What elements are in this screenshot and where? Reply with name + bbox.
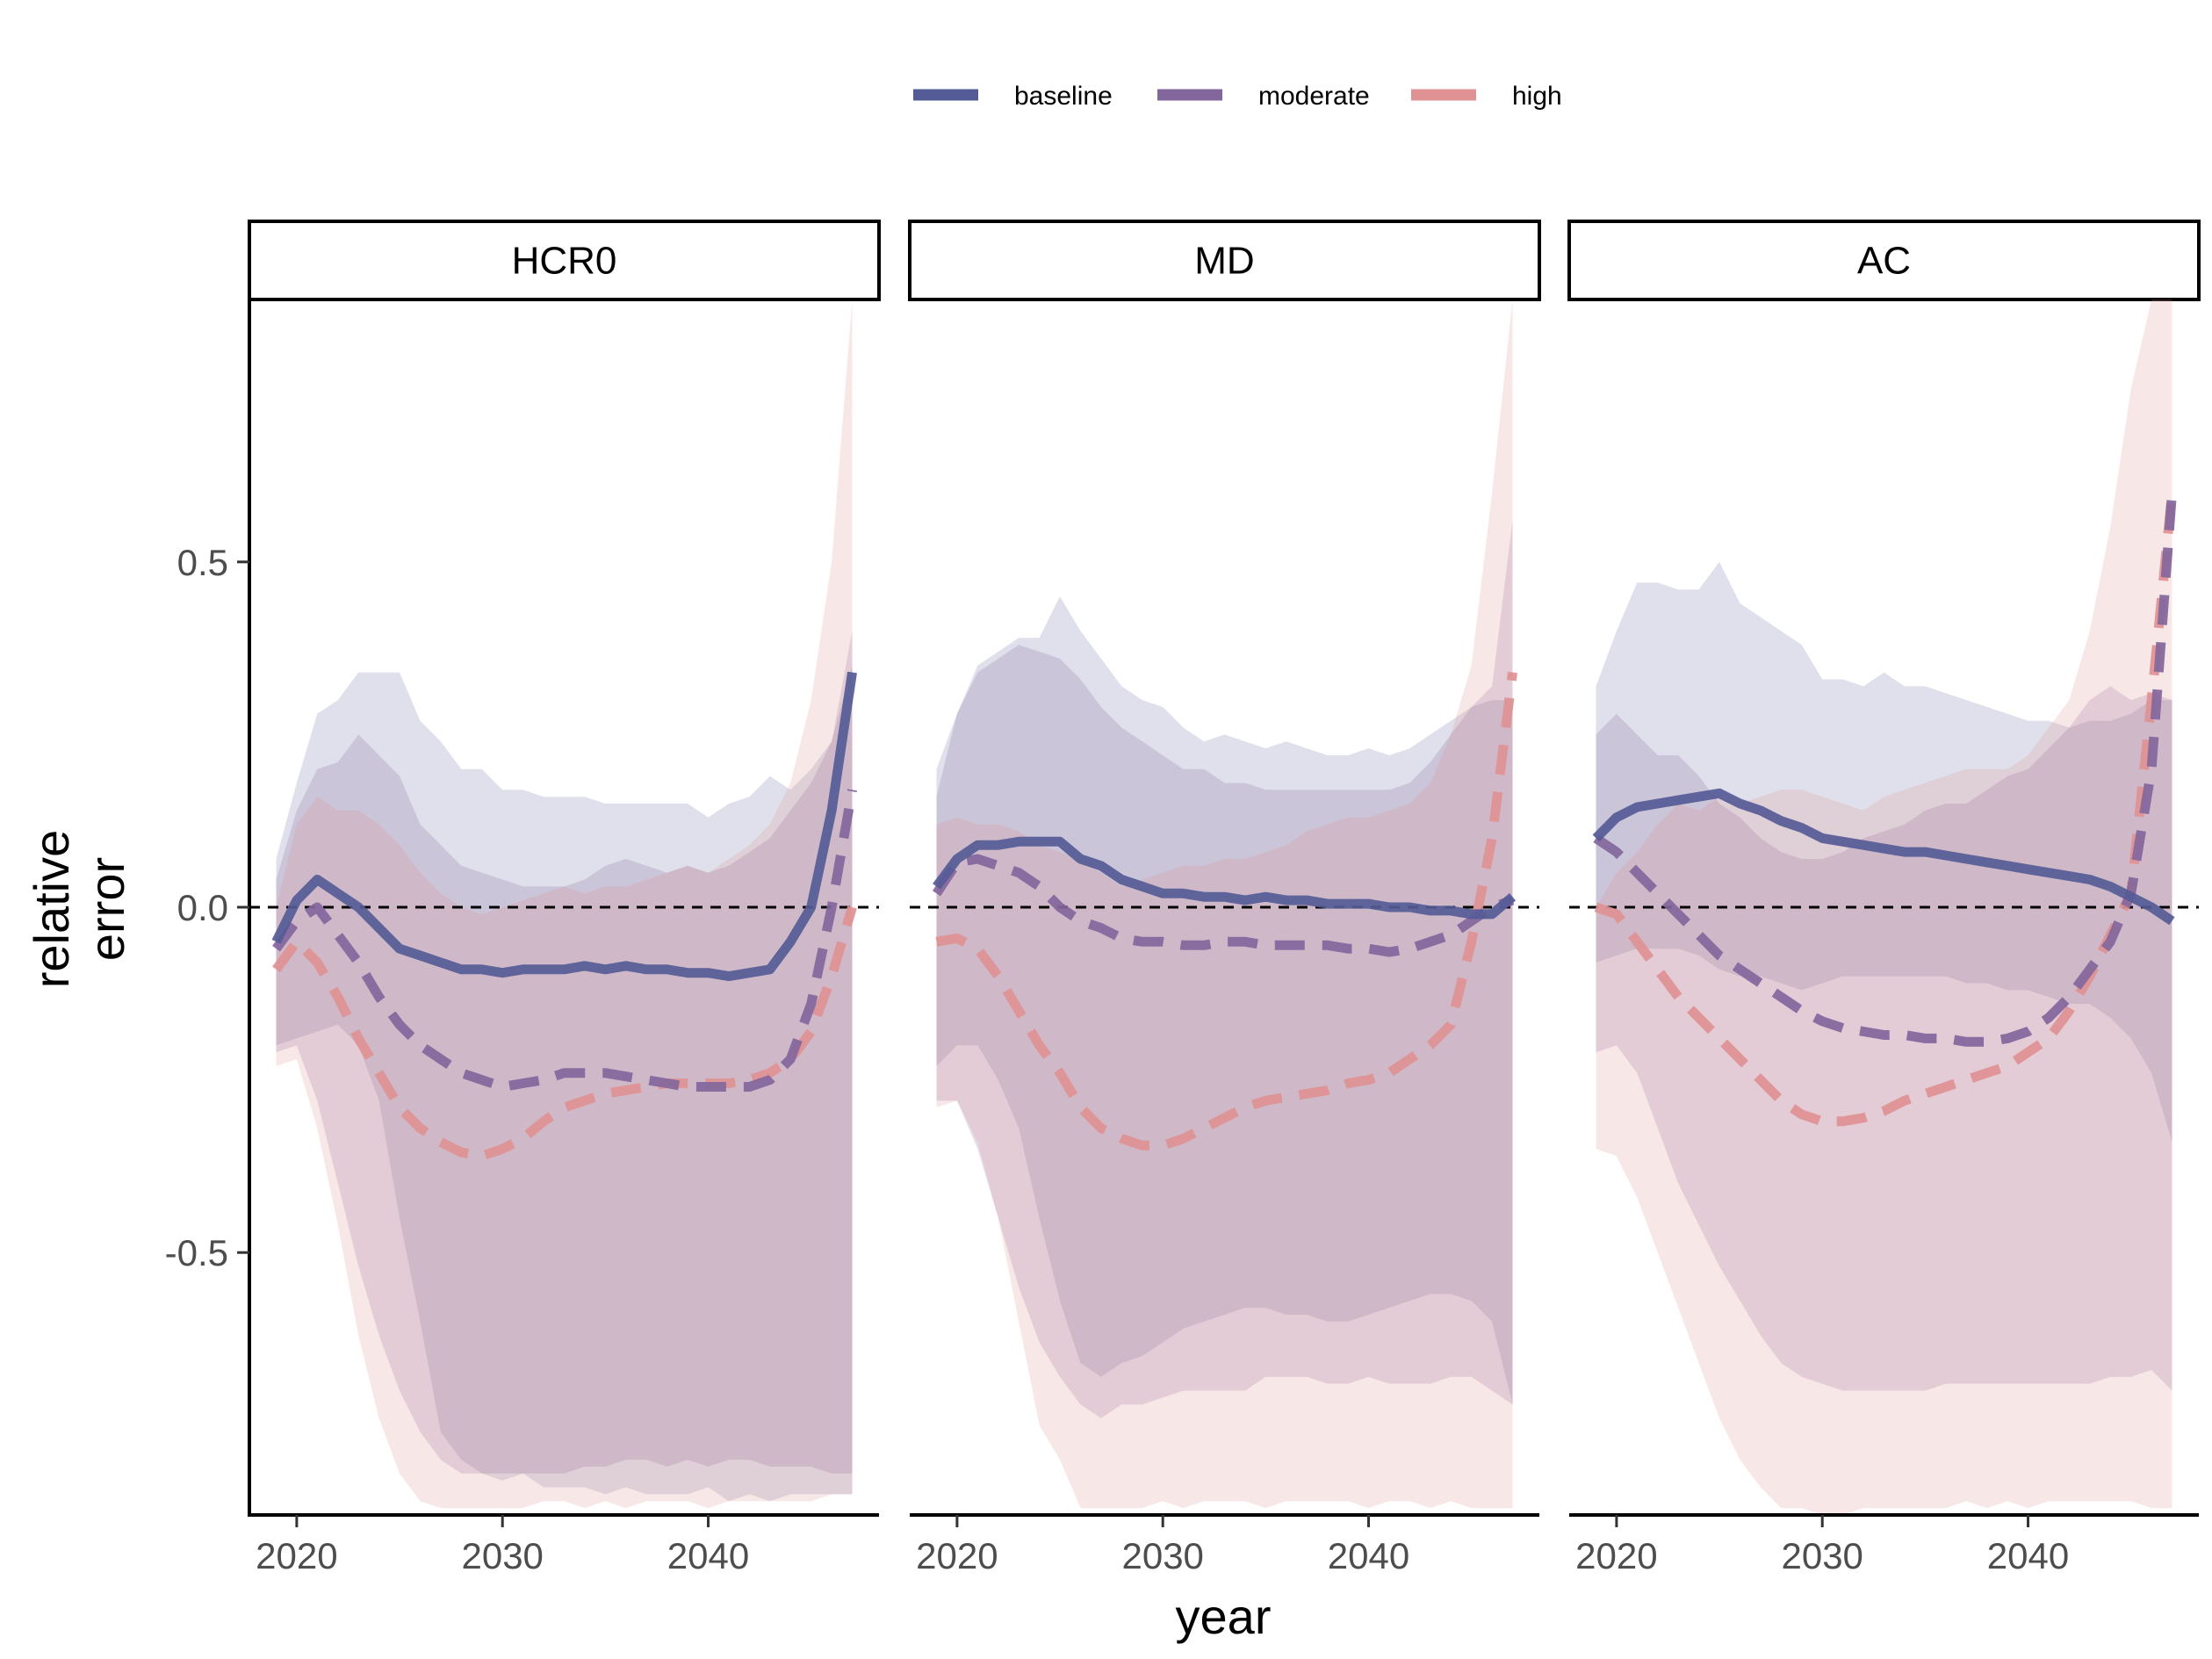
panel-strip <box>1567 220 2201 301</box>
band-moderate <box>936 520 1513 1418</box>
line-moderate <box>932 854 1515 957</box>
y-tick-label: -0.5 <box>165 1232 228 1273</box>
panel-strip <box>908 220 1541 301</box>
panel-title: AC <box>1857 240 1911 283</box>
panel-title: HCR0 <box>512 240 617 283</box>
line-baseline <box>271 671 857 982</box>
y-tick-label: 0.5 <box>177 542 228 583</box>
x-tick-label: 2020 <box>256 1535 337 1576</box>
legend: baseline moderate high <box>913 82 1562 111</box>
y-tick-label: 0.0 <box>177 887 228 928</box>
y-axis-title-line1: relative <box>24 830 79 989</box>
panel-md: MD 2020 2030 2040 <box>908 220 1541 1576</box>
plot-area <box>249 299 879 1509</box>
band-high <box>276 299 853 1509</box>
band-baseline <box>936 596 1513 1405</box>
legend-label-moderate: moderate <box>1258 82 1370 111</box>
line-high <box>935 671 1517 1150</box>
x-tick-label: 2030 <box>1781 1535 1863 1576</box>
x-tick-label: 2030 <box>461 1535 543 1576</box>
legend-label-baseline: baseline <box>1014 82 1113 111</box>
legend-label-high: high <box>1512 82 1562 111</box>
panel-strip <box>248 220 881 301</box>
line-high <box>272 905 857 1161</box>
axis-titles: year relative error <box>24 830 1271 1644</box>
plot-area <box>910 299 1539 1509</box>
plot-area <box>1569 299 2199 1515</box>
panel-ac: AC 2020 2030 2040 <box>1567 220 2201 1576</box>
x-axis-title: year <box>1176 1589 1272 1644</box>
band-moderate <box>276 631 853 1474</box>
panel-hcr0: HCR0 -0.5 0.0 0.5 2020 2030 2040 <box>165 220 881 1576</box>
x-tick-label: 2020 <box>916 1535 998 1576</box>
x-tick-label: 2040 <box>1328 1535 1409 1576</box>
line-baseline <box>933 836 1517 920</box>
x-tick-label: 2030 <box>1121 1535 1203 1576</box>
line-moderate <box>1593 492 2177 1047</box>
x-tick-label: 2020 <box>1575 1535 1657 1576</box>
band-baseline <box>276 665 853 1502</box>
line-high <box>1594 492 2177 1127</box>
facet-panels: HCR0 -0.5 0.0 0.5 2020 2030 2040 MD 2020 2030 2040… <box>165 220 2201 1576</box>
line-moderate <box>272 789 857 1092</box>
x-tick-label: 2040 <box>667 1535 749 1576</box>
x-tick-label: 2040 <box>1987 1535 2069 1576</box>
band-high <box>936 299 1513 1509</box>
y-axis-title-line2: error <box>79 857 134 961</box>
line-baseline <box>1592 788 2175 926</box>
panel-title: MD <box>1194 240 1254 283</box>
